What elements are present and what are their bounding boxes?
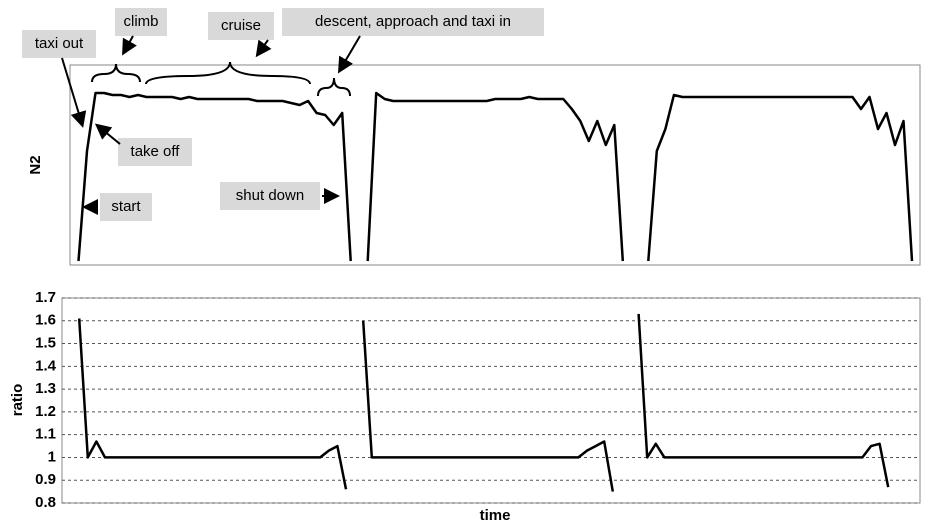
y-tick-label: 0.9 [35,471,56,488]
annotation: start [111,198,141,215]
y-tick-label: 1.6 [35,312,56,329]
data-line [77,91,914,262]
annotation-box [22,30,96,58]
top-frame [69,64,921,266]
y-tick-label: 1.1 [35,426,56,443]
y-axis-label: N2 [27,155,44,174]
annotation: cruise [221,17,261,34]
y-tick-label: 1 [48,448,56,465]
bottom-frame [61,297,921,504]
data-line [77,313,890,492]
y-tick-label: 1.2 [35,403,56,420]
annotation-box [208,12,274,40]
y-axis-label: ratio [9,384,26,417]
annotation: shut down [236,187,304,204]
annotation-box [220,182,320,210]
arrow [94,123,121,145]
y-tick-label: 0.8 [35,494,56,511]
annotation: taxi out [35,35,84,52]
annotation: descent, approach and taxi in [315,13,511,30]
y-tick-label: 1.7 [35,289,56,306]
brace [145,61,311,85]
y-tick-label: 1.4 [35,357,57,374]
annotation: climb [123,13,158,30]
brace [317,77,351,97]
annotation: take off [131,143,181,160]
x-axis-label: time [480,507,511,524]
annotations: taxi out climb cruise descent, approach … [22,8,544,221]
arrow [61,57,87,128]
annotation-box [118,138,192,166]
annotation-box [282,8,544,36]
arrow [122,35,137,56]
brace [91,63,141,83]
y-tick-label: 1.5 [35,335,56,352]
y-tick-label: 1.3 [35,380,56,397]
arrow [255,39,272,58]
annotation-box [100,193,152,221]
arrow [337,35,361,74]
annotation-box [115,8,167,36]
